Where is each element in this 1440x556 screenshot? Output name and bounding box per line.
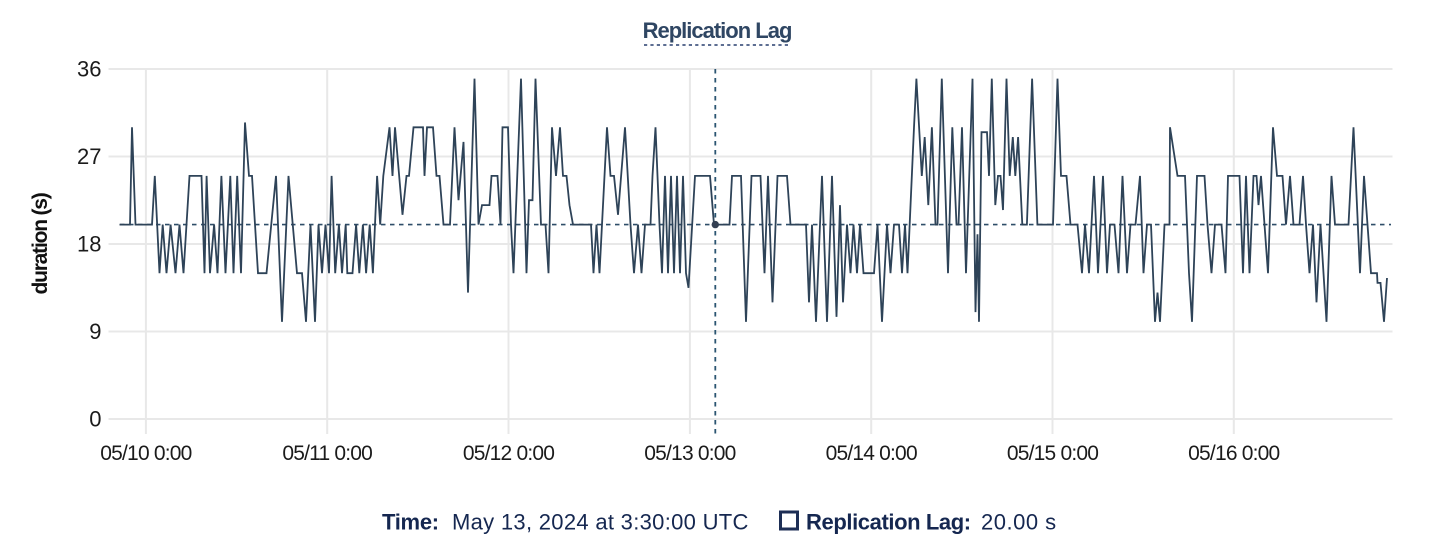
svg-text:05/10 0:00: 05/10 0:00 xyxy=(100,442,191,465)
svg-text:duration (s): duration (s) xyxy=(29,193,52,294)
svg-text:9: 9 xyxy=(89,319,101,344)
svg-text:18: 18 xyxy=(77,232,101,257)
svg-text:05/13 0:00: 05/13 0:00 xyxy=(644,442,735,465)
svg-text:05/14 0:00: 05/14 0:00 xyxy=(826,442,917,465)
svg-text:0: 0 xyxy=(89,407,101,432)
svg-text:05/11 0:00: 05/11 0:00 xyxy=(282,442,372,465)
svg-text:05/16 0:00: 05/16 0:00 xyxy=(1188,442,1279,465)
svg-text:May 13, 2024 at 3:30:00 UTC: May 13, 2024 at 3:30:00 UTC xyxy=(452,510,749,535)
svg-text:05/12 0:00: 05/12 0:00 xyxy=(463,442,554,465)
svg-text:20.00 s: 20.00 s xyxy=(981,510,1057,535)
svg-text:36: 36 xyxy=(77,57,101,82)
svg-text:Replication Lag: Replication Lag xyxy=(643,18,792,43)
svg-text:Time:: Time: xyxy=(382,510,439,535)
svg-text:05/15 0:00: 05/15 0:00 xyxy=(1007,442,1098,465)
svg-text:27: 27 xyxy=(77,144,101,169)
svg-text:Replication Lag:: Replication Lag: xyxy=(806,510,971,535)
